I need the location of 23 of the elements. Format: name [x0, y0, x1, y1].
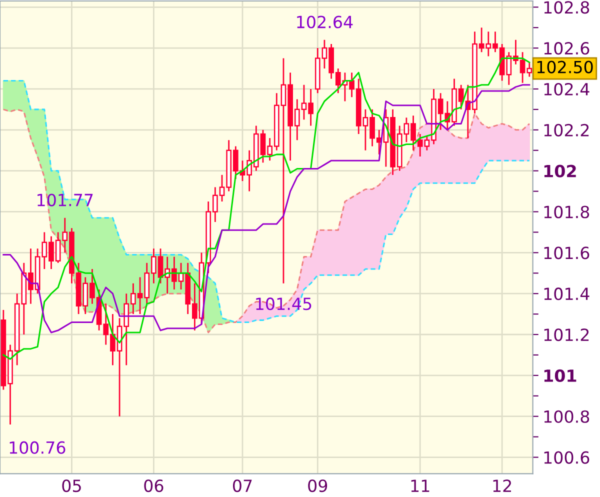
y-tick-label: 102.4: [544, 82, 590, 96]
y-tick-label: 100.6: [544, 451, 590, 464]
text: 102.50: [537, 60, 593, 74]
x-tick-label: 09: [308, 479, 328, 492]
x-tick-label: 07: [232, 479, 252, 492]
y-tick-label: 102.8: [544, 1, 590, 14]
y-tick-label: 100.8: [544, 410, 590, 423]
y-tick-label: 101.8: [544, 206, 590, 218]
annotation: 102.64: [297, 16, 353, 28]
annotation: 100.76: [10, 441, 66, 454]
y-tick-label: 102.6: [544, 42, 590, 55]
y-tick-label: 101.4: [544, 288, 590, 300]
y-tick-label: 102: [544, 164, 576, 178]
y-tick-label: 101.6: [544, 246, 590, 260]
annotation: 101.77: [38, 194, 93, 206]
x-tick-label: 06: [144, 479, 164, 492]
y-tick-label: 101: [544, 369, 576, 382]
x-tick-label: 05: [62, 479, 81, 492]
x-tick-label: 11: [411, 480, 430, 492]
y-tick-label: 102.2: [544, 124, 589, 136]
annotation: 101.45: [256, 298, 312, 310]
x-tick-label: 12: [493, 479, 511, 492]
y-tick-label: 101.2: [544, 328, 589, 342]
